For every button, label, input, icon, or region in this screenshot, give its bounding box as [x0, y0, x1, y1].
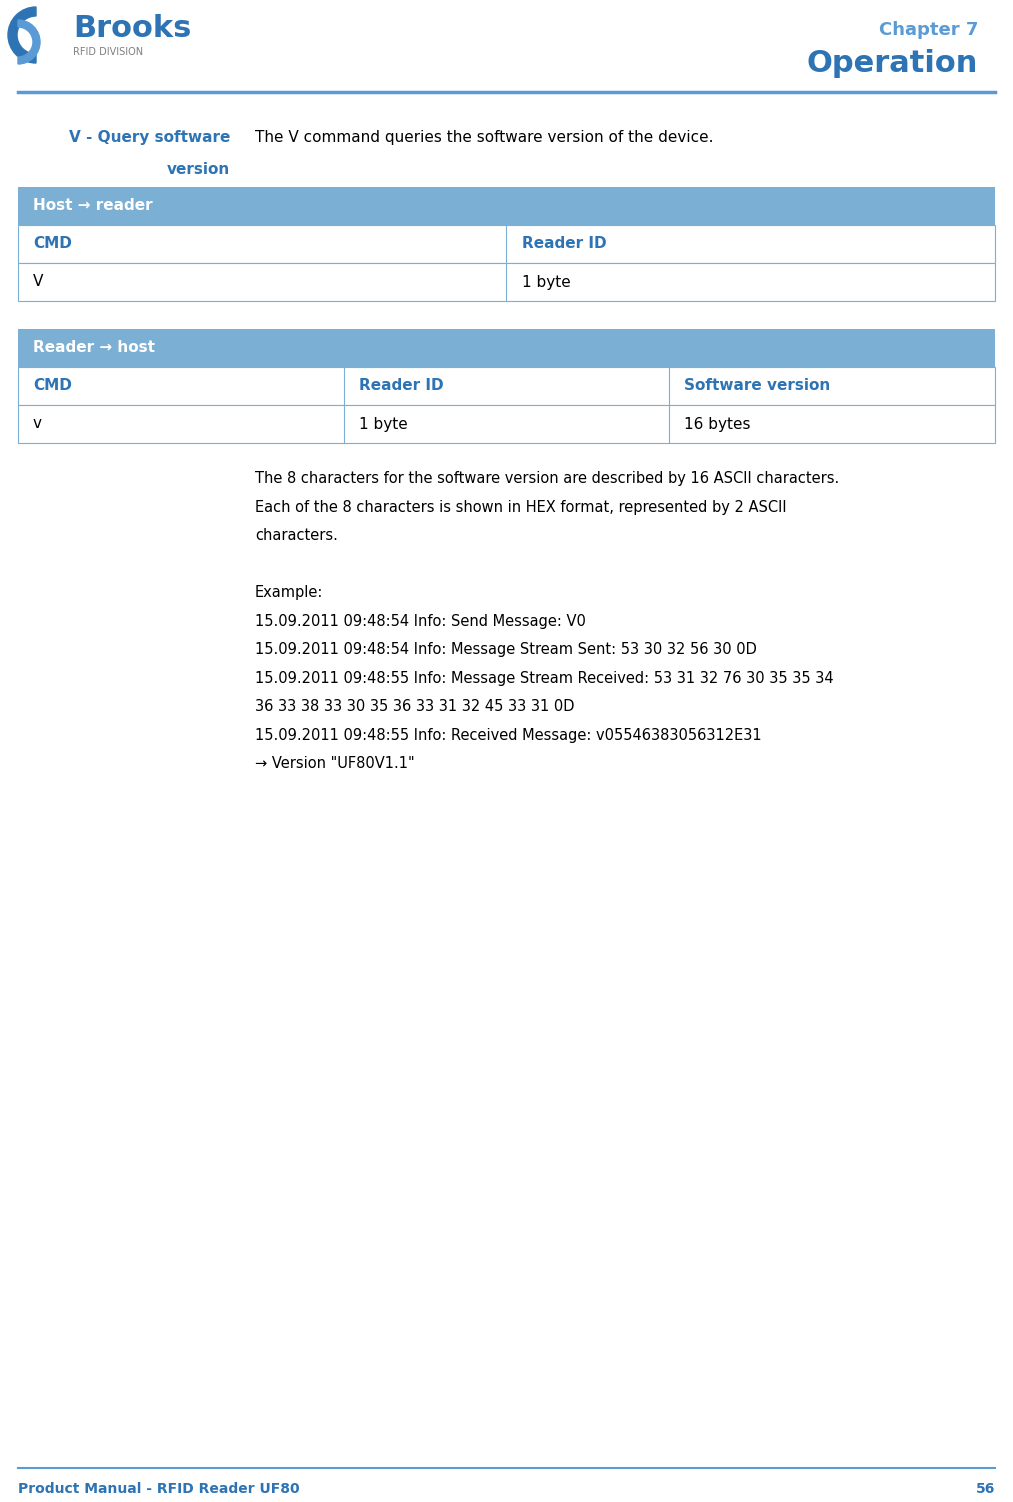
Text: 15.09.2011 09:48:55 Info: Received Message: v05546383056312E31: 15.09.2011 09:48:55 Info: Received Messa…	[255, 727, 762, 742]
Text: Brooks: Brooks	[73, 15, 191, 44]
Text: The 8 characters for the software version are described by 16 ASCII characters.: The 8 characters for the software versio…	[255, 472, 839, 487]
FancyBboxPatch shape	[18, 263, 995, 300]
Text: V - Query software: V - Query software	[69, 131, 230, 146]
Text: V: V	[33, 275, 44, 290]
FancyBboxPatch shape	[18, 329, 995, 366]
Text: 16 bytes: 16 bytes	[685, 416, 751, 431]
Text: 15.09.2011 09:48:55 Info: Message Stream Received: 53 31 32 76 30 35 35 34: 15.09.2011 09:48:55 Info: Message Stream…	[255, 670, 834, 685]
FancyBboxPatch shape	[18, 366, 995, 406]
Text: CMD: CMD	[33, 379, 72, 394]
Text: Reader ID: Reader ID	[522, 236, 606, 251]
Text: Product Manual - RFID Reader UF80: Product Manual - RFID Reader UF80	[18, 1482, 300, 1496]
Text: 56: 56	[976, 1482, 995, 1496]
Text: The V command queries the software version of the device.: The V command queries the software versi…	[255, 131, 713, 146]
FancyBboxPatch shape	[18, 406, 995, 443]
Text: characters.: characters.	[255, 529, 338, 544]
Text: Operation: Operation	[806, 50, 978, 78]
FancyBboxPatch shape	[18, 188, 995, 225]
Text: version: version	[167, 162, 230, 177]
Text: 1 byte: 1 byte	[522, 275, 570, 290]
Text: RFID DIVISION: RFID DIVISION	[73, 47, 143, 57]
Text: → Version "UF80V1.1": → Version "UF80V1.1"	[255, 756, 414, 771]
Text: 15.09.2011 09:48:54 Info: Send Message: V0: 15.09.2011 09:48:54 Info: Send Message: …	[255, 613, 586, 628]
Text: Each of the 8 characters is shown in HEX format, represented by 2 ASCII: Each of the 8 characters is shown in HEX…	[255, 500, 787, 515]
Text: Chapter 7: Chapter 7	[878, 21, 978, 39]
FancyBboxPatch shape	[18, 225, 995, 263]
Text: Reader ID: Reader ID	[359, 379, 444, 394]
Text: 36 33 38 33 30 35 36 33 31 32 45 33 31 0D: 36 33 38 33 30 35 36 33 31 32 45 33 31 0…	[255, 698, 574, 713]
Text: CMD: CMD	[33, 236, 72, 251]
Text: Host → reader: Host → reader	[33, 198, 153, 213]
Text: 15.09.2011 09:48:54 Info: Message Stream Sent: 53 30 32 56 30 0D: 15.09.2011 09:48:54 Info: Message Stream…	[255, 641, 757, 656]
Text: 1 byte: 1 byte	[359, 416, 407, 431]
Text: Software version: Software version	[685, 379, 831, 394]
Text: Example:: Example:	[255, 584, 323, 599]
Text: Reader → host: Reader → host	[33, 341, 155, 356]
Wedge shape	[18, 20, 40, 65]
Wedge shape	[8, 8, 36, 63]
Text: v: v	[33, 416, 42, 431]
